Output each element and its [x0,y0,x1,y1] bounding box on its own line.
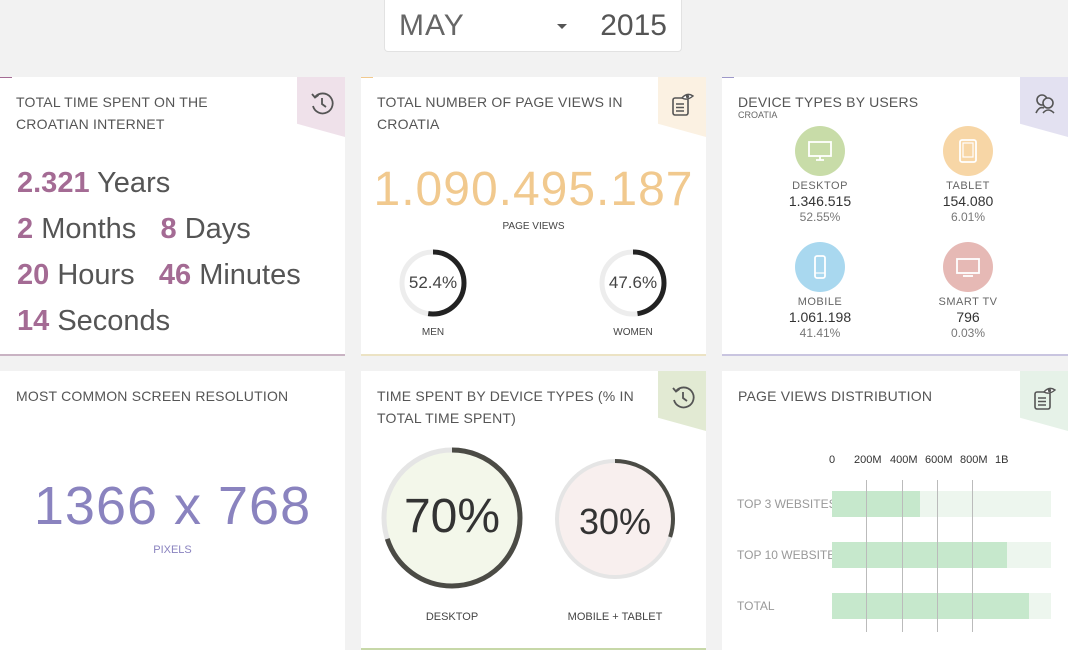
device-count: 796 [956,309,980,325]
document-eye-icon [672,93,695,116]
mobile-time-percent: 30% [578,501,652,542]
card-accent [361,77,373,78]
bar-track [832,491,1051,517]
women-ring [599,249,667,317]
document-eye-icon [1034,387,1057,410]
device-smart-tv: SMART TV 796 0.03% [898,242,1038,340]
men-label: MEN [421,327,445,338]
mobile-time-ring [555,459,675,579]
card-subtitle: CROATIA [738,110,778,120]
desktop-time-label: DESKTOP [425,611,479,623]
desktop-time-ring [381,447,523,589]
time-years: 2.321 Years [17,167,171,199]
device-mobile: MOBILE 1.061.198 41.41% [750,242,890,340]
axis-tick-label: 600M [925,454,953,466]
device-tablet: TABLET 154.080 6.01% [898,126,1038,224]
card-corner [658,77,706,137]
device-count: 1.061.198 [788,309,852,325]
device-name: SMART TV [938,296,998,308]
screen-resolution-card: MOST COMMON SCREEN RESOLUTION 1366 x 768… [0,371,345,650]
device-percent: 52.55% [799,210,841,224]
device-types-card: DEVICE TYPES BY USERS CROATIA DESKTOP 1.… [722,77,1068,356]
tv-icon [956,258,980,277]
grid-line [866,480,867,632]
card-accent [0,77,12,78]
year-select[interactable]: 2015 [600,9,667,42]
device-count: 1.346.515 [788,193,852,209]
resolution-value: 1366 x 768 [33,476,312,536]
bar-track [832,542,1051,568]
desktop-time-percent: 70% [403,490,501,543]
mobile-icon [814,255,826,279]
card-corner [1020,371,1068,431]
device-count: 154.080 [942,193,994,209]
device-desktop: DESKTOP 1.346.515 52.55% [750,126,890,224]
card-bottom-border [361,354,706,356]
device-smart-tv-badge [943,242,993,292]
axis-tick-label: 1B [995,454,1009,466]
device-percent: 41.41% [799,326,841,340]
card-corner [297,77,345,137]
mobile-time-label: MOBILE + TABLET [567,611,663,623]
device-percent: 6.01% [950,210,986,224]
resolution-caption: PIXELS [153,544,192,556]
women-label: WOMEN [613,327,653,338]
card-title: TIME SPENT BY DEVICE TYPES (% IN TOTAL T… [377,388,634,426]
device-time-card: TIME SPENT BY DEVICE TYPES (% IN TOTAL T… [361,371,706,650]
bar-category-label: TOTAL [737,599,775,613]
time-months-days: 2 Months 8 Days [17,213,251,245]
month-year-selector[interactable]: MAY 2015 [384,0,682,52]
women-ring-progress [599,249,667,317]
card-corner [658,371,706,431]
mobile-time-progress [555,459,675,579]
card-title: DEVICE TYPES BY USERS [738,94,919,110]
grid-line [902,480,903,632]
card-title: TOTAL TIME SPENT ON THE CROATIAN INTERNE… [16,94,208,132]
page-views-total: 1.090.495.187 [373,163,694,216]
time-spent-card: TOTAL TIME SPENT ON THE CROATIAN INTERNE… [0,77,345,356]
men-percent: 52.4% [408,273,458,292]
desktop-time-progress [381,447,523,589]
device-tablet-badge [943,126,993,176]
clock-history-icon [311,92,334,115]
card-title: PAGE VIEWS DISTRIBUTION [738,388,933,404]
page-views-card: TOTAL NUMBER OF PAGE VIEWS IN CROATIA 1.… [361,77,706,356]
device-mobile-badge [795,242,845,292]
clock-history-icon [672,386,695,409]
grid-line [937,480,938,632]
card-title: MOST COMMON SCREEN RESOLUTION [16,388,289,404]
axis-tick-label: 0 [829,454,836,466]
women-percent: 47.6% [608,273,658,292]
card-bottom-border [0,354,345,356]
chevron-down-icon[interactable] [557,24,567,29]
men-ring-progress [399,249,467,317]
card-bottom-border [361,648,706,650]
bar [832,593,1030,619]
device-name: TABLET [946,180,990,192]
bar-track [832,593,1051,619]
month-select[interactable]: MAY [399,9,465,42]
bar [832,542,1008,568]
bar [832,491,920,517]
device-name: DESKTOP [792,180,848,192]
card-title: TOTAL NUMBER OF PAGE VIEWS IN CROATIA [377,94,623,132]
card-bottom-border [722,354,1068,356]
time-seconds: 14 Seconds [17,305,171,337]
device-name: MOBILE [797,296,843,308]
device-percent: 0.03% [950,326,986,340]
device-desktop-badge [795,126,845,176]
desktop-icon [808,141,832,161]
axis-tick-label: 400M [890,454,918,466]
time-hours-minutes: 20 Hours 46 Minutes [17,259,301,291]
users-icon [1035,94,1055,114]
men-ring [399,249,467,317]
axis-tick-label: 800M [960,454,988,466]
bar-category-label: TOP 3 WEBSITES [737,497,837,511]
bar-category-label: TOP 10 WEBSITES [737,548,844,562]
card-accent [722,77,734,78]
tablet-icon [959,139,977,163]
grid-line [972,480,973,632]
axis-tick-label: 200M [854,454,882,466]
page-views-caption: PAGE VIEWS [502,221,565,232]
